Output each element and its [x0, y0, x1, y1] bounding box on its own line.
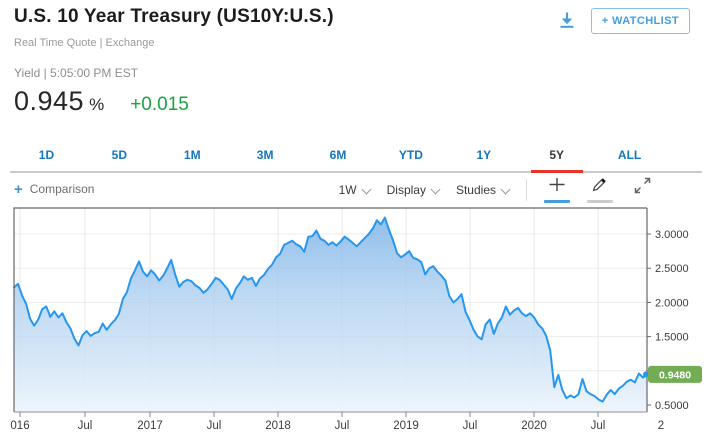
display-dropdown[interactable]: Display	[386, 183, 441, 197]
tab-1y[interactable]: 1Y	[476, 148, 492, 162]
expand-tool[interactable]	[630, 177, 656, 204]
x-axis-label: Jul	[463, 420, 478, 432]
y-axis-label: 1.5000	[655, 332, 689, 344]
tab-5d[interactable]: 5D	[111, 148, 127, 162]
crosshair-icon	[548, 177, 566, 198]
crosshair-tool[interactable]	[544, 177, 570, 203]
toolbar-right: 1W Display Studies	[339, 176, 656, 204]
x-axis-label: Jul	[591, 420, 606, 432]
price-unit: %	[89, 95, 105, 114]
selected-tab-underline	[530, 170, 583, 173]
last-price-badge	[648, 365, 702, 383]
page-title: U.S. 10 Year Treasury (US10Y:U.S.)	[14, 6, 334, 27]
draw-tool[interactable]	[587, 177, 613, 203]
expand-icon	[634, 177, 652, 199]
comparison-button[interactable]: + Comparison	[14, 180, 95, 198]
x-axis-label: Jul	[335, 420, 350, 432]
tab-6m[interactable]: 6M	[329, 148, 347, 162]
tab-1m[interactable]: 1M	[183, 148, 201, 162]
chart-line	[13, 216, 648, 403]
tab-1d[interactable]: 1D	[38, 148, 55, 162]
chevron-down-icon	[430, 184, 441, 194]
pencil-icon	[591, 177, 609, 198]
comparison-label: Comparison	[29, 182, 95, 196]
plot-border	[13, 207, 647, 412]
last-price-badge-label: 0.9480	[659, 369, 691, 381]
expand-inactive-bar	[630, 201, 656, 204]
x-axis-label: Jul	[78, 420, 93, 432]
x-axis-label: 2020	[521, 420, 547, 432]
chart-area	[14, 217, 647, 412]
download-icon	[557, 10, 577, 33]
crosshair-active-bar	[544, 200, 570, 203]
price-change: +0.015	[130, 94, 189, 115]
tab-ytd[interactable]: YTD	[398, 148, 423, 162]
price-row: 0.945 % +0.015	[14, 86, 189, 117]
watchlist-button[interactable]: + WATCHLIST	[590, 8, 690, 34]
tab-all[interactable]: ALL	[617, 148, 642, 162]
last-price-marker	[643, 371, 649, 378]
interval-label: 1W	[338, 183, 357, 197]
y-axis-label: 2.0000	[655, 297, 689, 309]
y-axis-label: 0.5000	[655, 400, 689, 412]
price-value: 0.945	[14, 86, 85, 116]
header-actions: + WATCHLIST	[557, 8, 690, 34]
download-button[interactable]	[557, 10, 577, 33]
display-label: Display	[386, 183, 426, 197]
draw-inactive-bar	[587, 200, 613, 203]
chevron-down-icon	[361, 184, 372, 194]
price-chart[interactable]: 3.0000 2.5000 2.0000 1.5000 0.5000 016 Jul 2017…	[0, 205, 710, 446]
x-axis-label: 2019	[393, 420, 419, 432]
range-tab-bar: 1D 5D 1M 3M 6M YTD 1Y 5Y ALL	[10, 143, 702, 173]
plus-icon: +	[14, 180, 23, 198]
studies-label: Studies	[455, 183, 496, 197]
interval-dropdown[interactable]: 1W	[338, 183, 372, 197]
chevron-down-icon	[500, 184, 511, 194]
x-axis-label: 2018	[265, 420, 291, 432]
yield-timestamp: Yield | 5:05:00 PM EST	[14, 66, 139, 80]
toolbar-divider	[526, 179, 527, 201]
range-tabs: 1D 5D 1M 3M 6M YTD 1Y 5Y ALL	[10, 143, 666, 173]
quote-source: Real Time Quote | Exchange	[14, 37, 155, 49]
y-axis-label: 3.0000	[655, 229, 689, 241]
tab-3m[interactable]: 3M	[256, 148, 274, 162]
x-axis-label: 016	[10, 420, 29, 432]
x-axis-label: 2	[658, 420, 664, 432]
tab-5y[interactable]: 5Y	[520, 143, 593, 173]
x-axis-label: Jul	[207, 420, 222, 432]
chart-toolbar: + Comparison 1W Display Studies	[0, 176, 710, 204]
studies-dropdown[interactable]: Studies	[455, 183, 511, 197]
y-axis-label: 2.5000	[655, 263, 689, 275]
x-axis-label: 2017	[137, 420, 163, 432]
